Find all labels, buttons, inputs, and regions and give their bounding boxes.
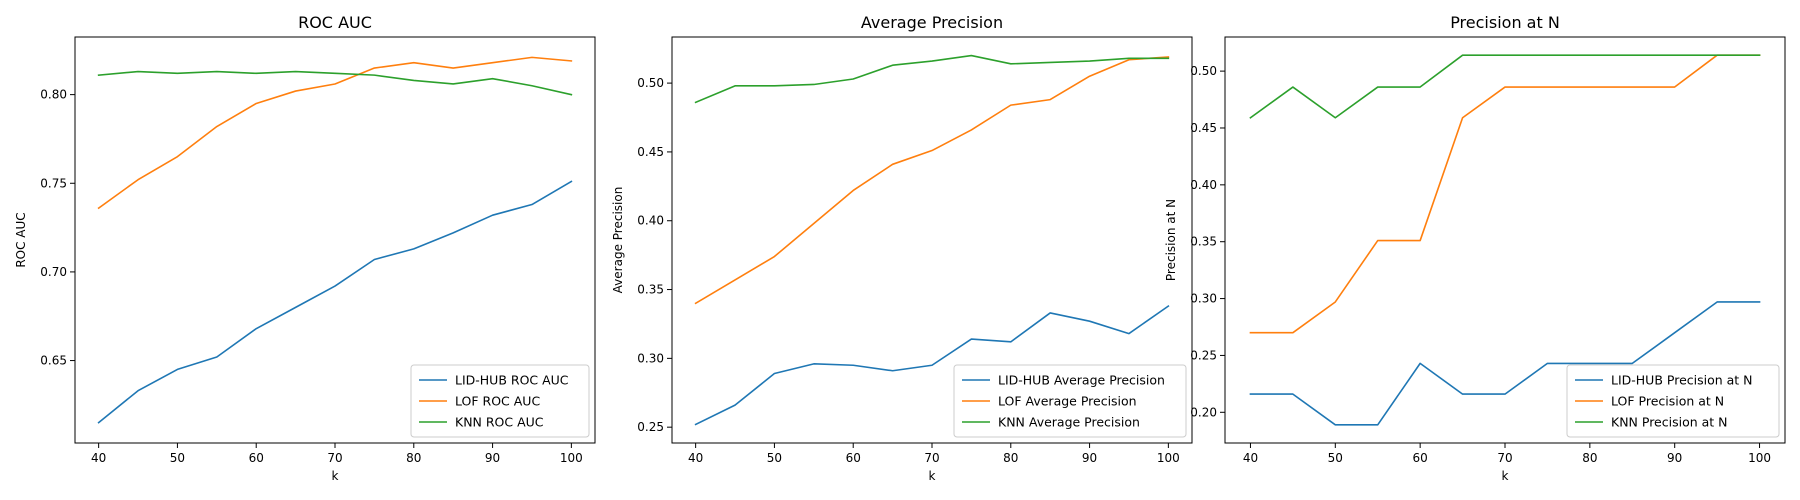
legend-box: [953, 364, 1187, 438]
y-tick-label: 0.70: [40, 265, 67, 279]
x-axis-label: k: [1502, 469, 1509, 483]
y-tick-label: 0.30: [637, 351, 664, 365]
y-tick-label: 0.75: [40, 176, 67, 190]
x-tick-label: 40: [1243, 451, 1258, 465]
chart-panel-precision-at-n: 40 50 60 70 80 90 100 0.20 0.25 0.30 0.35 0.40 0.45 0…: [1164, 13, 1786, 483]
series-line-3: [694, 54, 1170, 104]
legend-entry-label: KNN Precision at N: [1611, 415, 1728, 430]
y-tick-label: 0.35: [637, 283, 664, 297]
legend-entry-label: LID-HUB ROC AUC: [455, 373, 569, 388]
x-tick-label: 100: [1748, 451, 1771, 465]
series-line-2: [1249, 54, 1761, 334]
series-line-2: [97, 56, 573, 210]
y-tick-label: 0.35: [1190, 235, 1217, 249]
x-axis-label: k: [332, 469, 339, 483]
y-axis-label: Average Precision: [611, 187, 625, 294]
legend-entry-label: KNN ROC AUC: [455, 415, 544, 430]
legend: LID-HUB Average Precision LOF Average Pre…: [953, 364, 1187, 438]
chart-panel-average-precision: 40 50 60 70 80 90 100 0.25 0.30 0.35 0.40 0.45 0.50 A…: [611, 13, 1193, 483]
x-tick-label: 70: [924, 451, 939, 465]
x-tick-label: 70: [1497, 451, 1512, 465]
y-axis-label: Precision at N: [1164, 199, 1178, 281]
x-tick-label: 90: [485, 451, 500, 465]
y-tick-label: 0.20: [1190, 405, 1217, 419]
y-tick-label: 0.50: [637, 76, 664, 90]
x-tick-label: 100: [1157, 451, 1180, 465]
series-line-1: [1249, 301, 1761, 426]
y-tick-label: 0.50: [1190, 64, 1217, 78]
legend: LID-HUB Precision at N LOF Precision at N…: [1566, 364, 1780, 438]
y-tick-label: 0.45: [1190, 121, 1217, 135]
series-line-1: [97, 180, 573, 424]
y-axis-label: ROC AUC: [14, 212, 28, 267]
x-tick-label: 100: [560, 451, 583, 465]
legend-box: [1566, 364, 1780, 438]
x-tick-label: 60: [1413, 451, 1428, 465]
x-tick-label: 50: [767, 451, 782, 465]
y-tick-label: 0.30: [1190, 292, 1217, 306]
y-tick-label: 0.40: [1190, 178, 1217, 192]
series-line-1: [694, 304, 1170, 426]
chart-title: Average Precision: [861, 13, 1003, 32]
legend-entry-label: LOF Precision at N: [1611, 394, 1724, 409]
y-tick-label: 0.65: [40, 354, 67, 368]
x-tick-label: 90: [1082, 451, 1097, 465]
x-tick-label: 80: [406, 451, 421, 465]
series-line-3: [1249, 54, 1761, 119]
x-tick-label: 40: [91, 451, 106, 465]
series-line-3: [97, 70, 573, 96]
y-tick-label: 0.25: [637, 420, 664, 434]
legend-entry-label: KNN Average Precision: [998, 415, 1140, 430]
y-tick-label: 0.40: [637, 214, 664, 228]
x-tick-label: 90: [1667, 451, 1682, 465]
legend-entry-label: LOF Average Precision: [998, 394, 1137, 409]
legend-entry-label: LID-HUB Average Precision: [998, 373, 1165, 388]
x-tick-label: 60: [249, 451, 264, 465]
chart-title: ROC AUC: [298, 13, 372, 32]
x-tick-label: 60: [846, 451, 861, 465]
legend-entry-label: LOF ROC AUC: [455, 394, 540, 409]
y-tick-label: 0.25: [1190, 348, 1217, 362]
x-tick-label: 80: [1003, 451, 1018, 465]
y-tick-label: 0.80: [40, 88, 67, 102]
chart-title: Precision at N: [1450, 13, 1560, 32]
series-line-2: [694, 56, 1170, 305]
x-tick-label: 50: [170, 451, 185, 465]
legend-box: [410, 364, 590, 438]
y-tick-label: 0.45: [637, 145, 664, 159]
legend-entry-label: LID-HUB Precision at N: [1611, 373, 1753, 388]
x-tick-label: 70: [327, 451, 342, 465]
chart-panel-roc-auc: 40 50 60 70 80 90 100 0.65 0.70 0.75 0.80 ROC AUC k R…: [14, 13, 596, 483]
x-tick-label: 80: [1582, 451, 1597, 465]
legend: LID-HUB ROC AUC LOF ROC AUC KNN ROC AUC: [410, 364, 590, 438]
x-tick-label: 40: [688, 451, 703, 465]
x-tick-label: 50: [1328, 451, 1343, 465]
x-axis-label: k: [929, 469, 936, 483]
